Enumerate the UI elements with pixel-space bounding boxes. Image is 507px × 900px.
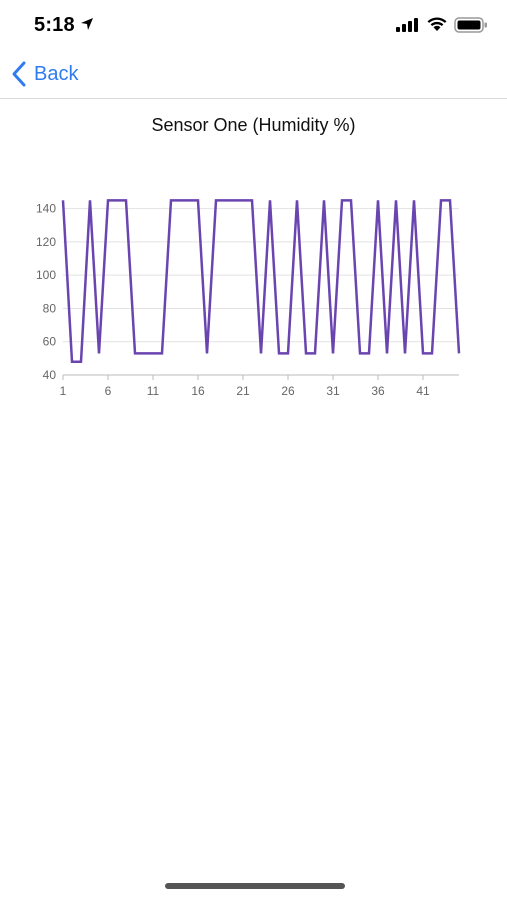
cellular-signal-icon [396,18,418,32]
x-tick-label: 6 [105,384,112,398]
navigation-bar: Back [0,50,507,99]
humidity-series-line [61,199,461,363]
x-tick-label: 21 [236,384,250,398]
chevron-left-icon [12,61,26,87]
location-arrow-icon [81,18,93,30]
x-tick-label: 31 [326,384,340,398]
x-tick-label: 11 [147,384,160,398]
y-tick-label: 100 [36,268,56,282]
y-tick-label: 140 [36,202,56,216]
x-tick-label: 26 [281,384,295,398]
chart-title: Sensor One (Humidity %) [151,115,356,135]
x-tick-label: 16 [191,384,205,398]
back-label: Back [34,62,79,85]
y-tick-label: 80 [43,301,57,315]
x-tick-label: 1 [60,384,67,398]
back-button[interactable]: Back [10,58,78,90]
y-tick-label: 40 [43,368,57,382]
y-tick-label: 60 [43,335,57,349]
x-tick-label: 36 [371,384,385,398]
wifi-icon [427,17,447,31]
y-tick-label: 120 [36,235,56,249]
status-time: 5:18 [34,14,75,36]
status-bar: 5:18 [0,0,507,50]
x-tick-label: 41 [416,384,430,398]
home-indicator [165,883,345,889]
battery-icon [454,17,487,33]
